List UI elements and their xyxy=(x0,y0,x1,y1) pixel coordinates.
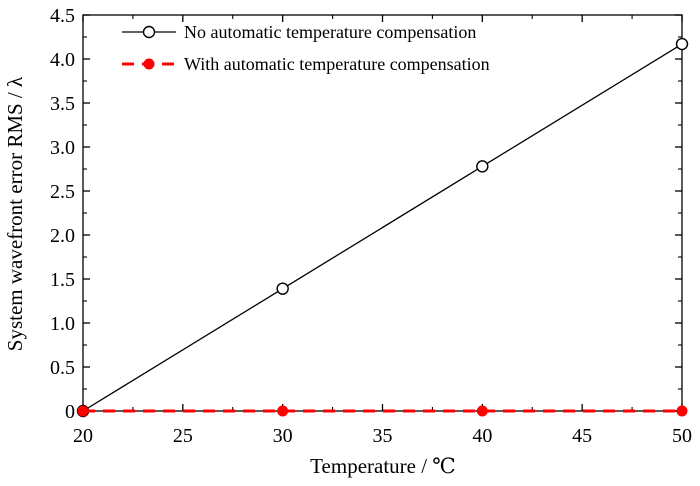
y-tick-label: 0 xyxy=(65,401,75,423)
x-tick-label: 25 xyxy=(173,425,193,447)
legend-label-1: No automatic temperature compensation xyxy=(184,22,476,42)
data-point-series-2 xyxy=(676,405,688,417)
y-axis-label: System wavefront error RMS / λ xyxy=(3,76,27,351)
y-tick-label: 2.5 xyxy=(50,181,75,203)
y-tick-label: 2.0 xyxy=(50,225,75,247)
x-tick-label: 45 xyxy=(572,425,592,447)
x-tick-label: 35 xyxy=(373,425,393,447)
y-tick-label: 3.0 xyxy=(50,137,75,159)
tick-labels: 20 25 30 35 40 45 50 0 0.5 1.0 1.5 2.0 2.5 3.0 3.5 4.0 4… xyxy=(50,5,692,447)
series-line-1 xyxy=(82,43,683,412)
x-tick-label: 30 xyxy=(273,425,293,447)
y-tick-label: 1.5 xyxy=(50,269,75,291)
x-tick-label: 40 xyxy=(472,425,492,447)
data-point-series-1 xyxy=(476,160,489,173)
y-tick-label: 1.0 xyxy=(50,313,75,335)
y-tick-label: 4.5 xyxy=(50,5,75,27)
data-point-series-2 xyxy=(277,405,289,417)
legend-marker-2 xyxy=(143,58,155,70)
legend-label-2: With automatic temperature compensation xyxy=(184,54,490,74)
y-tick-label: 4.0 xyxy=(50,49,75,71)
x-axis-label: Temperature / ℃ xyxy=(310,454,456,478)
data-point-series-1 xyxy=(276,282,289,295)
x-tick-label: 50 xyxy=(672,425,692,447)
y-tick-label: 3.5 xyxy=(50,93,75,115)
series-lines xyxy=(76,37,689,418)
legend-marker-1 xyxy=(142,25,156,39)
plot-frame xyxy=(82,14,683,412)
x-tick-label: 20 xyxy=(73,425,93,447)
legend: No automatic temperature compensation Wit… xyxy=(122,22,490,74)
data-point-series-1 xyxy=(675,37,689,51)
y-tick-label: 0.5 xyxy=(50,357,75,379)
axes xyxy=(82,14,683,412)
data-point-series-2 xyxy=(77,405,89,417)
data-point-series-2 xyxy=(476,405,488,417)
